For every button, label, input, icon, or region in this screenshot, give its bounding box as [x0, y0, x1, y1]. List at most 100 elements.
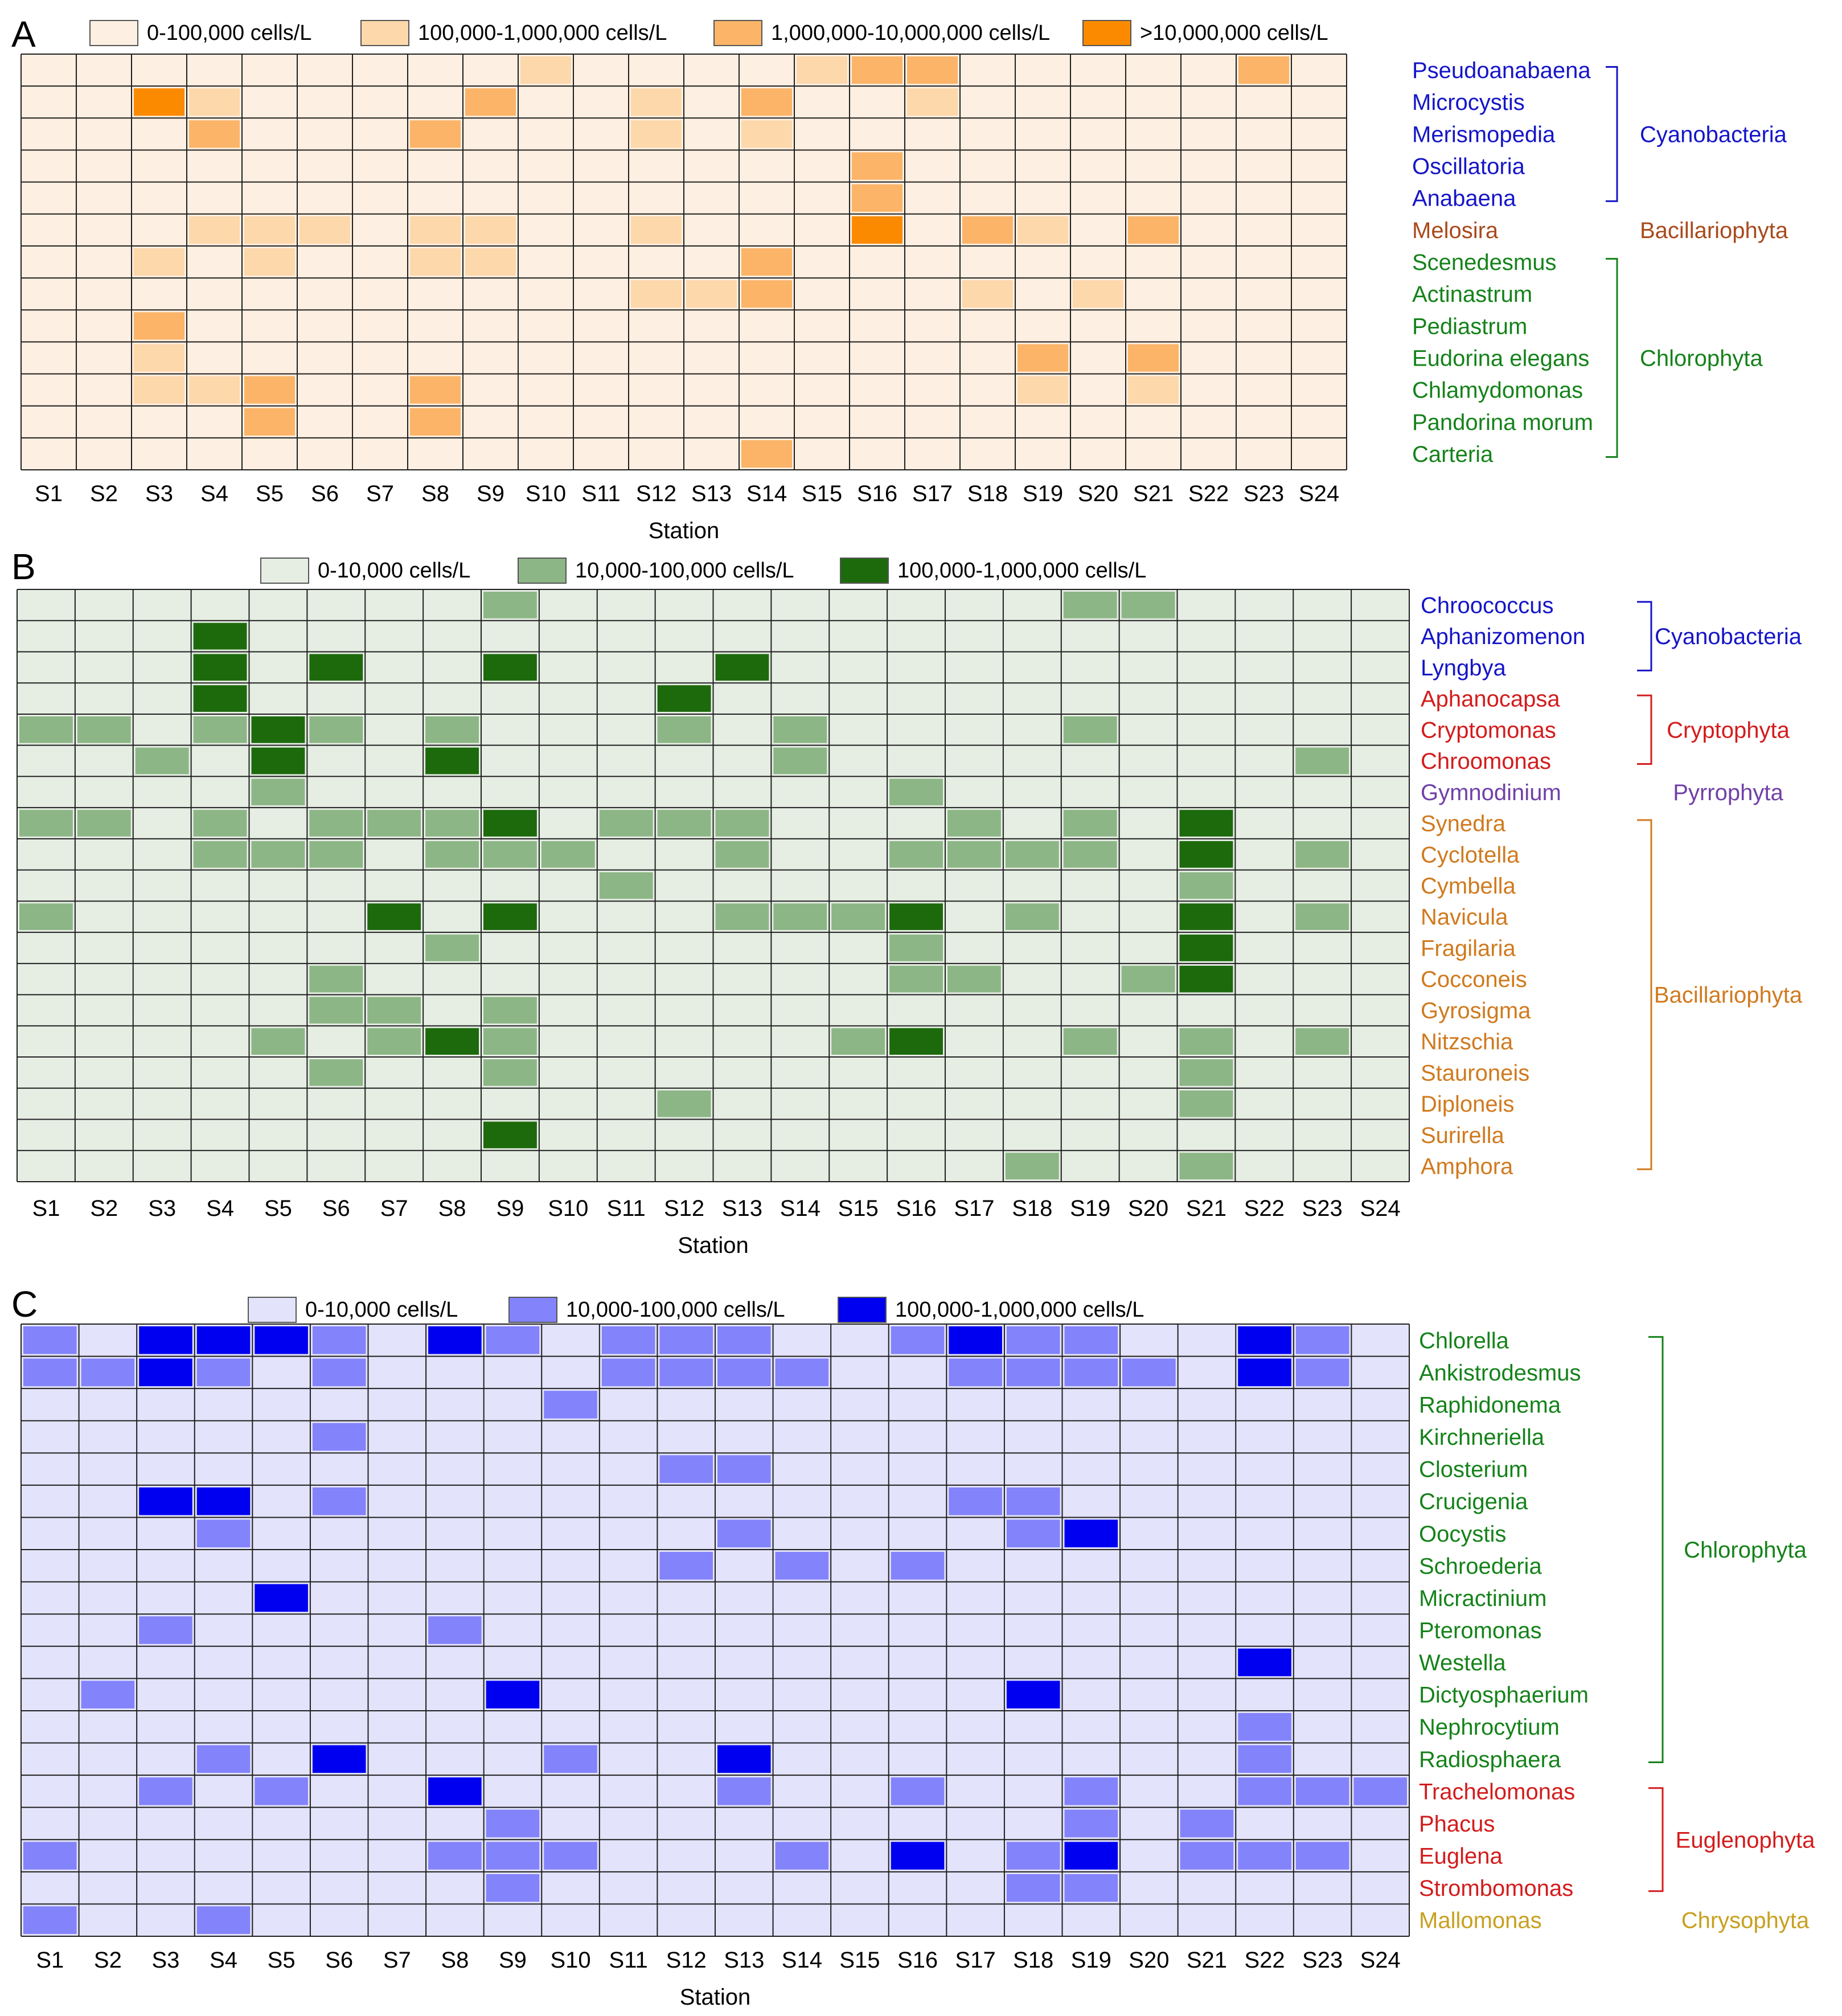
x-tick-label: S24 [1299, 481, 1339, 506]
heatmap-cell [891, 1842, 945, 1870]
panel-label: A [11, 14, 36, 55]
heatmap-cell [1238, 1842, 1291, 1870]
x-tick-label: S10 [550, 1948, 590, 1973]
heatmap-cell [601, 1358, 655, 1387]
legend-label: 10,000-100,000 cells/L [575, 559, 794, 583]
heatmap-cell [139, 1326, 192, 1354]
heatmap-cell [193, 654, 247, 681]
heatmap-cell [601, 1326, 655, 1354]
x-tick-label: S3 [148, 1196, 176, 1221]
heatmap-cell [309, 810, 363, 837]
row-label: Radiosphaera [1419, 1747, 1561, 1772]
legend-label: 100,000-1,000,000 cells/L [897, 559, 1146, 583]
heatmap-cell [251, 747, 305, 775]
heatmap-cell [189, 216, 240, 244]
x-tick-label: S18 [967, 481, 1008, 506]
x-tick-label: S18 [1013, 1948, 1053, 1973]
heatmap-cell [196, 1487, 251, 1515]
group-bracket [1637, 601, 1652, 671]
heatmap-cell [1006, 1681, 1060, 1708]
x-tick-label: S9 [477, 481, 504, 506]
heatmap-cell [1063, 716, 1117, 743]
group-bracket [1606, 65, 1618, 202]
heatmap-cell [1064, 1326, 1118, 1354]
heatmap-cell [244, 408, 295, 436]
row-label: Mallomonas [1419, 1908, 1542, 1933]
x-tick-label: S1 [32, 1196, 60, 1221]
heatmap-cell [196, 1906, 251, 1934]
x-tick-label: S24 [1360, 1948, 1401, 1973]
x-tick-label: S13 [691, 481, 732, 506]
x-tick-label: S8 [441, 1948, 469, 1973]
x-tick-label: S15 [802, 481, 842, 506]
x-tick-label: S6 [311, 481, 339, 506]
x-tick-label: S10 [548, 1196, 588, 1221]
heatmap-cell [599, 872, 653, 899]
heatmap-cell [741, 280, 792, 308]
panel-label: B [11, 546, 36, 587]
heatmap-cell [1295, 1358, 1349, 1387]
heatmap-cell [81, 1358, 135, 1387]
heatmap-cell [1064, 1358, 1118, 1387]
row-label: Chroomonas [1421, 749, 1551, 774]
row-label: Phacus [1419, 1812, 1495, 1837]
heatmap-cell [1064, 1874, 1118, 1902]
heatmap-cell [1063, 1028, 1117, 1055]
x-tick-label: S15 [839, 1948, 880, 1973]
heatmap-cells [134, 56, 1289, 468]
heatmap-cell [483, 810, 537, 837]
heatmap-cell [244, 376, 295, 404]
x-tick-label: S12 [636, 481, 676, 506]
row-label: Trachelomonas [1419, 1779, 1575, 1804]
heatmap-cell [686, 280, 737, 308]
heatmap-cell [741, 248, 792, 276]
legend-swatch [508, 1297, 557, 1323]
row-label: Merismopedia [1412, 122, 1556, 147]
x-tick-label: S21 [1186, 1196, 1226, 1221]
x-tick-label: S16 [857, 481, 897, 506]
x-tick-label: S10 [526, 481, 566, 506]
row-label: Anabaena [1412, 186, 1516, 211]
heatmap-cell [775, 1358, 829, 1387]
heatmap-cell [907, 56, 958, 84]
heatmap-cell [659, 1455, 713, 1483]
legend-swatch [838, 1297, 887, 1323]
heatmap-cell [1179, 1028, 1233, 1055]
x-tick-label: S22 [1244, 1196, 1285, 1221]
x-tick-label: S8 [438, 1196, 466, 1221]
heatmap-cell [77, 810, 131, 837]
legend-swatch [713, 20, 762, 46]
heatmap-cells [23, 1326, 1407, 1934]
heatmap-cell [1018, 344, 1068, 372]
heatmap-cell [193, 716, 247, 743]
row-label: Pteromonas [1419, 1618, 1542, 1644]
row-label: Lyngbya [1421, 655, 1507, 681]
heatmap-cell [193, 685, 247, 712]
heatmap-cell [1128, 376, 1179, 404]
heatmap-cell [1005, 1153, 1059, 1179]
legend: 0-10,000 cells/L 10,000-100,000 cells/L 10… [260, 558, 1146, 584]
x-tick-label: S23 [1302, 1948, 1343, 1973]
row-label: Surirella [1421, 1123, 1504, 1148]
heatmap-cell [891, 1777, 945, 1805]
x-tick-label: S20 [1128, 1196, 1168, 1221]
heatmap-cell [1063, 592, 1117, 618]
row-label: Stauroneis [1421, 1060, 1529, 1085]
heatmap-cell [657, 685, 711, 712]
heatmap-cell [312, 1326, 366, 1354]
legend-label: 10,000-100,000 cells/L [566, 1298, 785, 1322]
heatmap-cell [189, 120, 240, 148]
row-label: Strombomonas [1419, 1876, 1573, 1901]
row-label: Chlorella [1419, 1328, 1509, 1353]
heatmap-cell [196, 1745, 251, 1773]
heatmap-cell [410, 376, 461, 404]
heatmap-cell [196, 1326, 251, 1354]
x-tick-label: S6 [322, 1196, 350, 1221]
heatmap-cell [1006, 1326, 1060, 1354]
heatmap-cell [741, 88, 792, 116]
x-tick-label: S12 [664, 1196, 704, 1221]
group-label: Bacillariophyta [1654, 983, 1803, 1008]
x-tick-label: S14 [746, 481, 787, 506]
row-label: Gymnodinium [1421, 780, 1561, 805]
heatmap-cell [1238, 1745, 1291, 1773]
